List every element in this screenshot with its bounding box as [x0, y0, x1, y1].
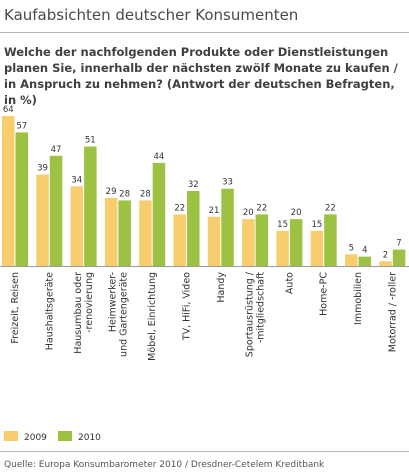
bar-2009-6 — [207, 216, 221, 266]
bar-2010-5 — [187, 191, 200, 266]
x-tick-label-9-line-0: Home-PC — [319, 272, 330, 316]
value-label-2010-0: 57 — [16, 121, 27, 131]
value-label-2009-3: 29 — [106, 187, 117, 197]
bar-2010-9 — [324, 214, 337, 266]
legend-label-2009: 2009 — [24, 433, 47, 443]
bar-2010-1 — [49, 155, 63, 266]
value-label-2010-2: 51 — [85, 136, 96, 146]
bar-2010-11 — [392, 249, 406, 266]
x-tick-label-group: Freizeit, Reisen Haushaltsgeräte Hausumbau… — [10, 271, 398, 361]
legend-swatch-2010 — [58, 431, 72, 441]
legend-label-2010: 2010 — [78, 433, 101, 443]
x-tick-label-3-line-1: und Gartengeräte — [118, 272, 129, 357]
x-tick-label-5-line-0: TV, HiFi, Video — [182, 272, 193, 341]
title-divider — [0, 32, 409, 33]
x-tick-label-7-line-0: Sportausrüstung / — [245, 271, 256, 357]
x-tick-label-0-line-0: Freizeit, Reisen — [10, 272, 21, 344]
bar-2009-8 — [276, 230, 289, 266]
bar-2009-0 — [2, 116, 15, 266]
bar-2009-5 — [173, 214, 186, 266]
x-tick-label-3-line-0: Heimwerker- — [107, 272, 118, 332]
value-label-2009-7: 20 — [243, 208, 254, 218]
value-label-2009-8: 15 — [277, 220, 288, 230]
legend: 2009 2010 — [4, 431, 101, 443]
bar-2010-10 — [358, 256, 371, 266]
x-tick-label-2-line-1: -renovierung — [84, 272, 95, 333]
bar-2010-8 — [289, 219, 303, 266]
value-label-2010-7: 22 — [256, 203, 267, 213]
value-label-2010-6: 33 — [222, 178, 233, 188]
x-tick-label-11-line-0: Motorrad / -roller — [387, 272, 398, 352]
chart-title: Kaufabsichten deutscher Konsumenten — [4, 6, 299, 24]
bar-2010-7 — [255, 214, 269, 266]
bar-2009-1 — [36, 174, 49, 266]
source-note: Quelle: Europa Konsumbarometer 2010 / Dr… — [4, 460, 325, 470]
bar-2010-2 — [84, 146, 97, 266]
value-label-2009-10: 5 — [349, 243, 354, 253]
bar-2009-9 — [310, 230, 324, 266]
value-label-2010-10: 4 — [362, 246, 367, 256]
x-tick-label-7-line-1: -mitgliedschaft — [256, 272, 267, 343]
legend-swatch-2009 — [4, 431, 18, 441]
value-label-2009-2: 34 — [71, 175, 82, 185]
bar-2009-10 — [345, 254, 358, 266]
x-tick-label-10-line-0: Immobilien — [353, 272, 364, 325]
bar-2010-0 — [15, 132, 28, 266]
value-label-2010-11: 7 — [396, 239, 401, 249]
value-label-2010-3: 28 — [119, 189, 130, 199]
value-label-2009-6: 21 — [209, 206, 220, 216]
value-label-2009-11: 2 — [383, 250, 388, 260]
bar-2010-4 — [152, 162, 166, 266]
x-tick-label-6-line-0: Handy — [216, 272, 227, 303]
bar-2009-11 — [379, 261, 392, 266]
x-tick-label-4-line-0: Möbel, Einrichtung — [147, 272, 158, 361]
value-label-2009-9: 15 — [311, 220, 322, 230]
value-label-2009-5: 22 — [174, 203, 185, 213]
bar-2009-3 — [104, 198, 118, 266]
chart-subtitle: Welche der nachfolgenden Produkte oder D… — [4, 45, 398, 107]
value-label-2010-5: 32 — [188, 180, 199, 190]
value-label-2009-4: 28 — [140, 189, 151, 199]
value-label-2010-1: 47 — [51, 145, 62, 155]
value-label-2010-8: 20 — [291, 208, 302, 218]
bar-2009-7 — [242, 219, 255, 266]
x-tick-label-1-line-0: Haushaltsgeräte — [44, 272, 55, 350]
value-label-2009-0: 64 — [3, 105, 14, 115]
bar-2010-6 — [221, 188, 234, 266]
x-tick-label-2-line-0: Hausumbau oder — [73, 272, 84, 354]
value-label-2010-4: 44 — [153, 152, 164, 162]
bar-group — [2, 116, 406, 266]
bar-2009-4 — [139, 200, 152, 266]
x-tick-label-8-line-0: Auto — [284, 272, 295, 294]
value-label-2010-9: 22 — [325, 203, 336, 213]
bar-2010-3 — [118, 200, 131, 266]
value-label-2009-1: 39 — [37, 164, 48, 174]
bar-2009-2 — [70, 186, 84, 266]
source-divider — [0, 451, 409, 452]
